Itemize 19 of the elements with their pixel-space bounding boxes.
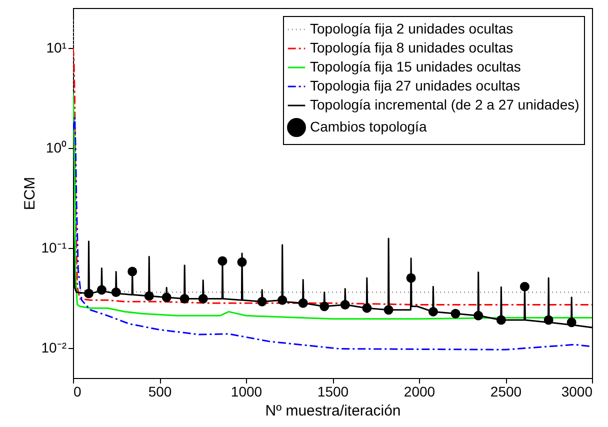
x-tick-label: 2000	[404, 384, 436, 400]
x-tick-label: 1000	[230, 384, 262, 400]
x-tick-label: 1500	[317, 384, 349, 400]
x-tick-label: 2500	[490, 384, 522, 400]
x-axis-title: Nº muestra/iteración	[265, 402, 401, 420]
legend-label: Cambios topología	[310, 118, 427, 134]
y-tick-label: 10⁰	[46, 139, 66, 156]
legend-label: Topología fija 2 unidades ocultas	[310, 20, 514, 36]
legend-label: Topología incremental (de 2 a 27 unidades)	[310, 96, 580, 112]
y-tick-label: 10⁻²	[41, 339, 67, 356]
y-tick-label: 10¹	[46, 39, 67, 56]
legend-label: Topología fija 15 unidades ocultas	[310, 58, 521, 74]
legend-label: Topología fija 8 unidades ocultas	[310, 40, 514, 56]
y-axis-title: ECM	[21, 176, 38, 210]
legend-label: Topologia fija 27 unidades ocultas	[310, 78, 520, 94]
x-tick-label: 3000	[561, 384, 593, 400]
y-tick-label: 10⁻¹	[41, 239, 67, 256]
x-tick-label: 500	[148, 384, 172, 400]
x-tick-label: 0	[74, 384, 82, 400]
